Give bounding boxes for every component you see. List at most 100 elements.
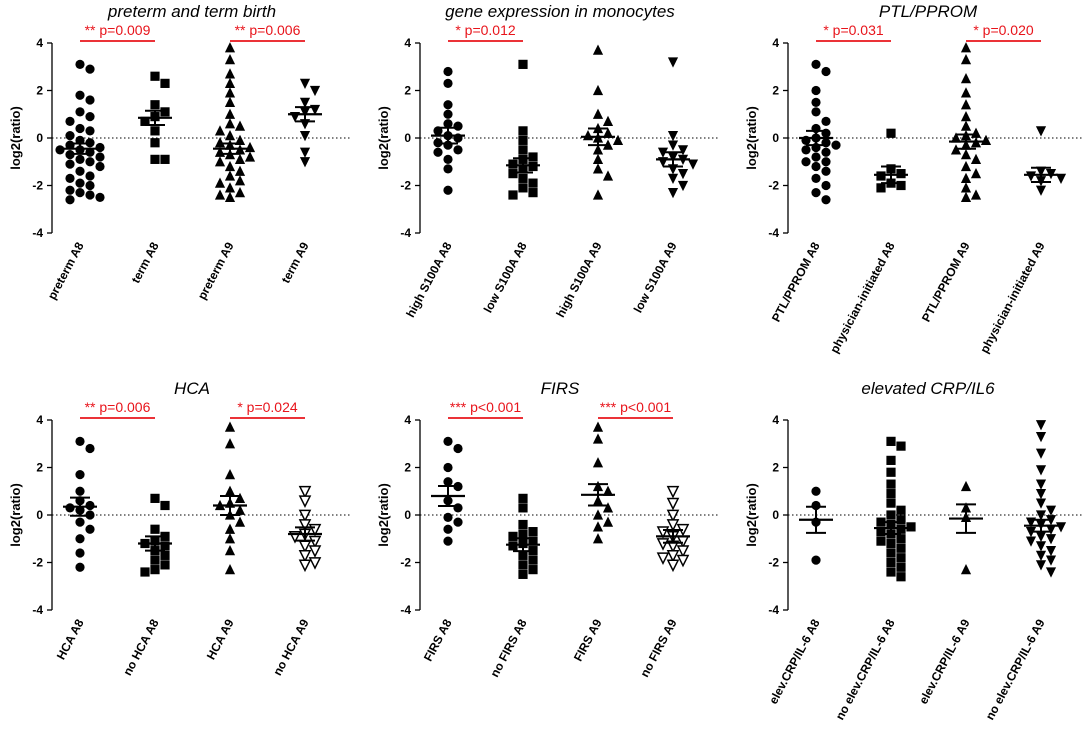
error-bar [70, 496, 90, 517]
point [602, 516, 614, 527]
point [980, 134, 992, 145]
panel-title: preterm and term birth [107, 2, 276, 21]
point [443, 536, 453, 546]
point [224, 118, 236, 129]
point [592, 533, 604, 544]
point [602, 127, 614, 138]
point [1045, 546, 1057, 557]
point [234, 153, 246, 164]
point [960, 120, 972, 131]
x-tick-label: physician-initiated A8 [827, 240, 898, 356]
point [65, 173, 75, 183]
point [528, 188, 538, 198]
panel-title: gene expression in monocytes [445, 2, 675, 21]
y-tick-label: 0 [36, 508, 43, 522]
point [234, 516, 246, 527]
point [160, 560, 170, 570]
point [811, 161, 821, 172]
significance-label: * p=0.024 [237, 399, 298, 415]
point [1045, 505, 1057, 516]
point [150, 524, 160, 534]
x-tick-label: preterm A8 [45, 240, 87, 302]
point [224, 87, 236, 98]
point [234, 134, 246, 145]
point [234, 492, 246, 503]
point [656, 552, 670, 566]
point [677, 169, 689, 180]
point [592, 163, 604, 174]
point [309, 85, 321, 97]
point [960, 149, 972, 160]
x-tick-label: PTL/PPROM A8 [769, 240, 823, 325]
x-tick-label: no FIRS A8 [487, 617, 529, 680]
x-tick-label: term A9 [279, 240, 312, 286]
error-bar [438, 126, 458, 145]
point [896, 441, 906, 451]
point [528, 527, 538, 537]
point [95, 152, 105, 162]
point [886, 548, 896, 558]
point [667, 173, 679, 184]
point [214, 125, 226, 136]
point [85, 524, 95, 534]
x-tick-label: HCA A9 [204, 617, 237, 663]
point [1035, 498, 1047, 509]
point [224, 130, 236, 141]
error-bar [881, 521, 901, 535]
y-tick-label: 2 [772, 461, 779, 475]
point [1055, 522, 1067, 533]
point [85, 180, 95, 191]
point [85, 190, 95, 200]
point [85, 64, 95, 74]
point [160, 550, 170, 560]
point [1035, 541, 1047, 552]
point [960, 42, 972, 53]
point [950, 132, 962, 143]
point [612, 134, 624, 145]
y-tick-label: -2 [400, 179, 411, 193]
point [821, 166, 831, 176]
y-tick-label: 2 [36, 84, 43, 98]
point [960, 564, 972, 575]
point [666, 485, 680, 499]
error-bar [1031, 166, 1051, 183]
point [528, 152, 538, 162]
x-tick-label: elev.CRP/IL-6 A9 [916, 617, 973, 707]
point [602, 502, 614, 513]
error-bar [881, 165, 901, 185]
point [518, 493, 528, 503]
point [224, 191, 236, 202]
point [65, 185, 75, 195]
point [85, 126, 95, 136]
point [1025, 171, 1037, 182]
point [224, 160, 236, 172]
point [214, 177, 226, 188]
point [896, 553, 906, 563]
point [234, 175, 246, 186]
point [1045, 534, 1057, 545]
error-bar [70, 142, 90, 155]
y-tick-label: -4 [32, 226, 43, 240]
point [811, 173, 821, 183]
point [960, 172, 972, 183]
point [666, 509, 680, 523]
error-bar [145, 535, 165, 552]
y-axis-label: log2(ratio) [376, 106, 391, 170]
point [150, 154, 160, 164]
y-tick-label: -2 [768, 556, 779, 570]
point [970, 127, 982, 138]
point [876, 171, 886, 181]
point [443, 477, 453, 487]
point [960, 87, 972, 98]
point [85, 443, 95, 454]
point [592, 433, 604, 444]
point [443, 524, 453, 534]
point [528, 161, 538, 172]
point [960, 73, 972, 84]
point [1045, 567, 1057, 578]
error-bar [513, 537, 533, 553]
point [960, 480, 972, 492]
point [308, 545, 322, 558]
point [676, 545, 690, 558]
x-tick-label: low S100A A8 [481, 240, 530, 316]
